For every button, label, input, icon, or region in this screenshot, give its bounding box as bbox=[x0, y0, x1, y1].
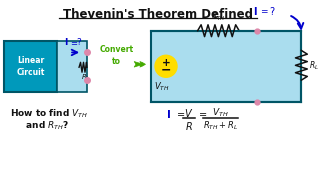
Text: $\mathbf{I}$: $\mathbf{I}$ bbox=[64, 35, 69, 46]
Text: +: + bbox=[162, 58, 170, 68]
Text: Convert
to: Convert to bbox=[100, 45, 134, 66]
Text: Linear
Circuit: Linear Circuit bbox=[16, 56, 45, 77]
Text: $V_{TH}$: $V_{TH}$ bbox=[212, 107, 229, 119]
Text: $=$: $=$ bbox=[175, 108, 186, 118]
Text: −: − bbox=[161, 64, 171, 77]
Text: $R$: $R$ bbox=[185, 120, 193, 132]
Text: How to find $V_{TH}$: How to find $V_{TH}$ bbox=[10, 108, 88, 120]
FancyBboxPatch shape bbox=[4, 41, 57, 92]
Text: $=$: $=$ bbox=[197, 108, 208, 118]
Text: $?$: $?$ bbox=[76, 35, 82, 46]
Text: Thevenin's Theorem Defined: Thevenin's Theorem Defined bbox=[63, 8, 253, 21]
Text: and $R_{TH}$?: and $R_{TH}$? bbox=[10, 120, 69, 132]
FancyBboxPatch shape bbox=[151, 31, 301, 102]
Text: $\mathbf{I}$: $\mathbf{I}$ bbox=[252, 5, 257, 17]
Text: $V$: $V$ bbox=[184, 107, 193, 119]
FancyBboxPatch shape bbox=[57, 41, 87, 92]
Text: $=$: $=$ bbox=[259, 6, 269, 15]
Text: $R_{TH}$: $R_{TH}$ bbox=[211, 10, 226, 23]
Text: $R_L$: $R_L$ bbox=[81, 73, 90, 83]
Text: $\mathbf{I}$: $\mathbf{I}$ bbox=[166, 108, 171, 120]
Text: $=$: $=$ bbox=[69, 39, 79, 48]
Text: $R_L$: $R_L$ bbox=[309, 59, 319, 71]
Text: $V_{TH}$: $V_{TH}$ bbox=[154, 80, 170, 93]
Text: $?$: $?$ bbox=[269, 5, 276, 17]
Circle shape bbox=[155, 55, 177, 77]
Text: $R_{TH}+R_L$: $R_{TH}+R_L$ bbox=[203, 120, 238, 132]
